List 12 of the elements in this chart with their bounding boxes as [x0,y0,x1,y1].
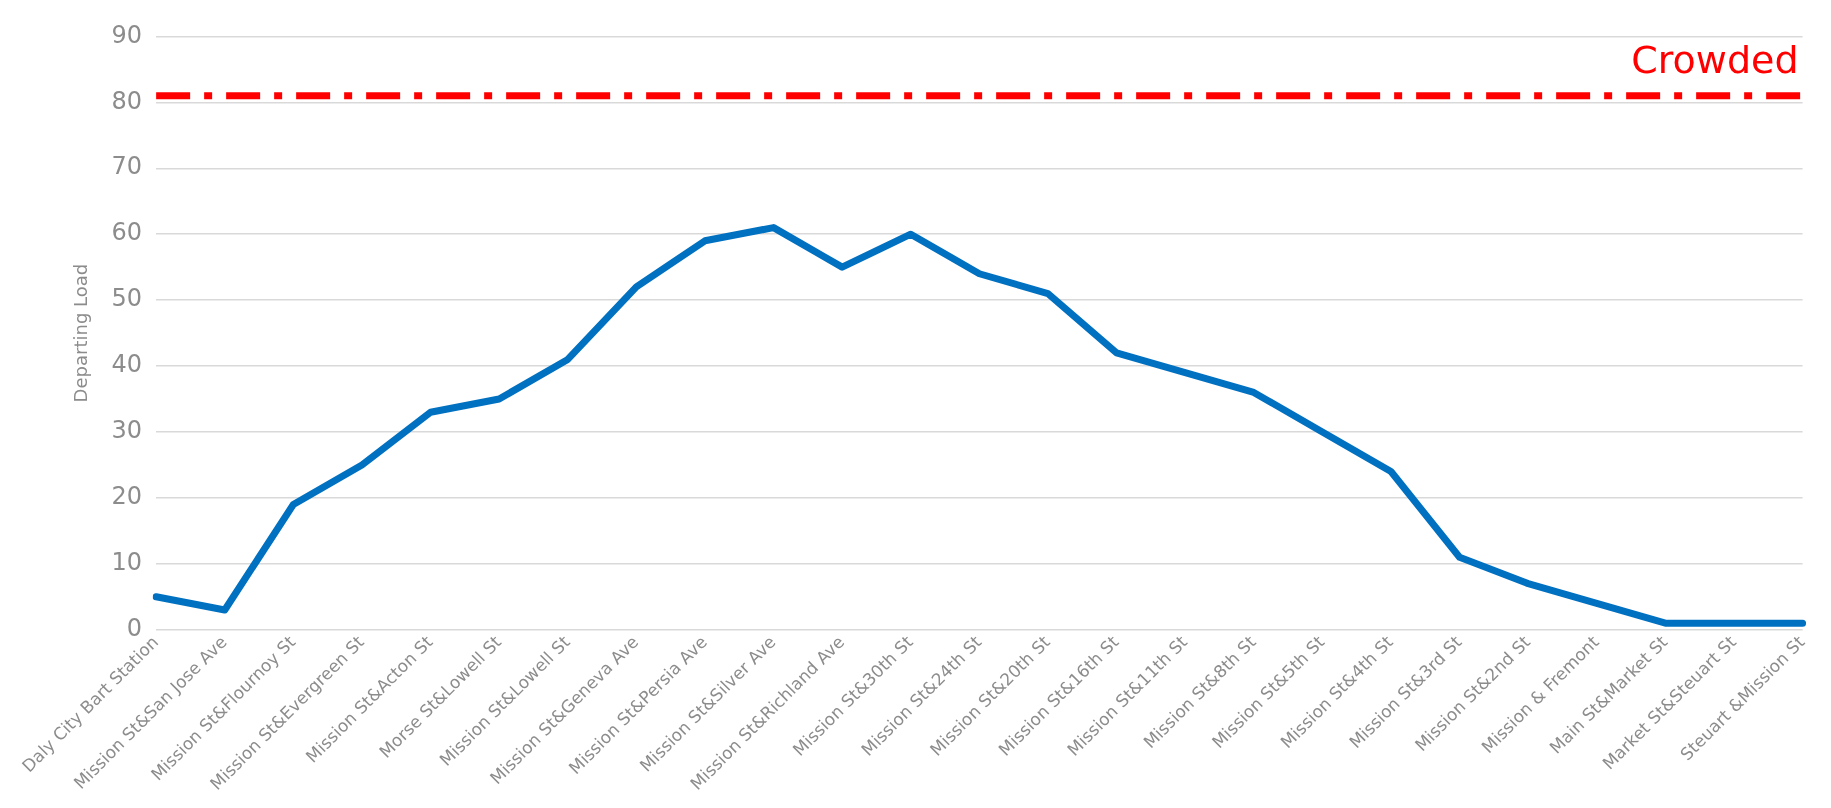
y-tick-label: 90 [111,20,143,49]
ref-line-label: Crowded [1631,37,1799,82]
y-tick-label: 60 [111,218,143,247]
y-axis-title: Departing Load [70,263,92,403]
y-tick-label: 30 [111,416,143,445]
y-tick-label: 20 [111,482,143,511]
y-tick-label: 80 [111,86,143,115]
y-tick-label: 40 [111,350,143,379]
y-tick-label: 70 [111,152,143,181]
y-tick-label: 10 [111,548,143,577]
y-tick-label: 0 [126,614,143,642]
y-tick-label: 50 [111,284,143,313]
